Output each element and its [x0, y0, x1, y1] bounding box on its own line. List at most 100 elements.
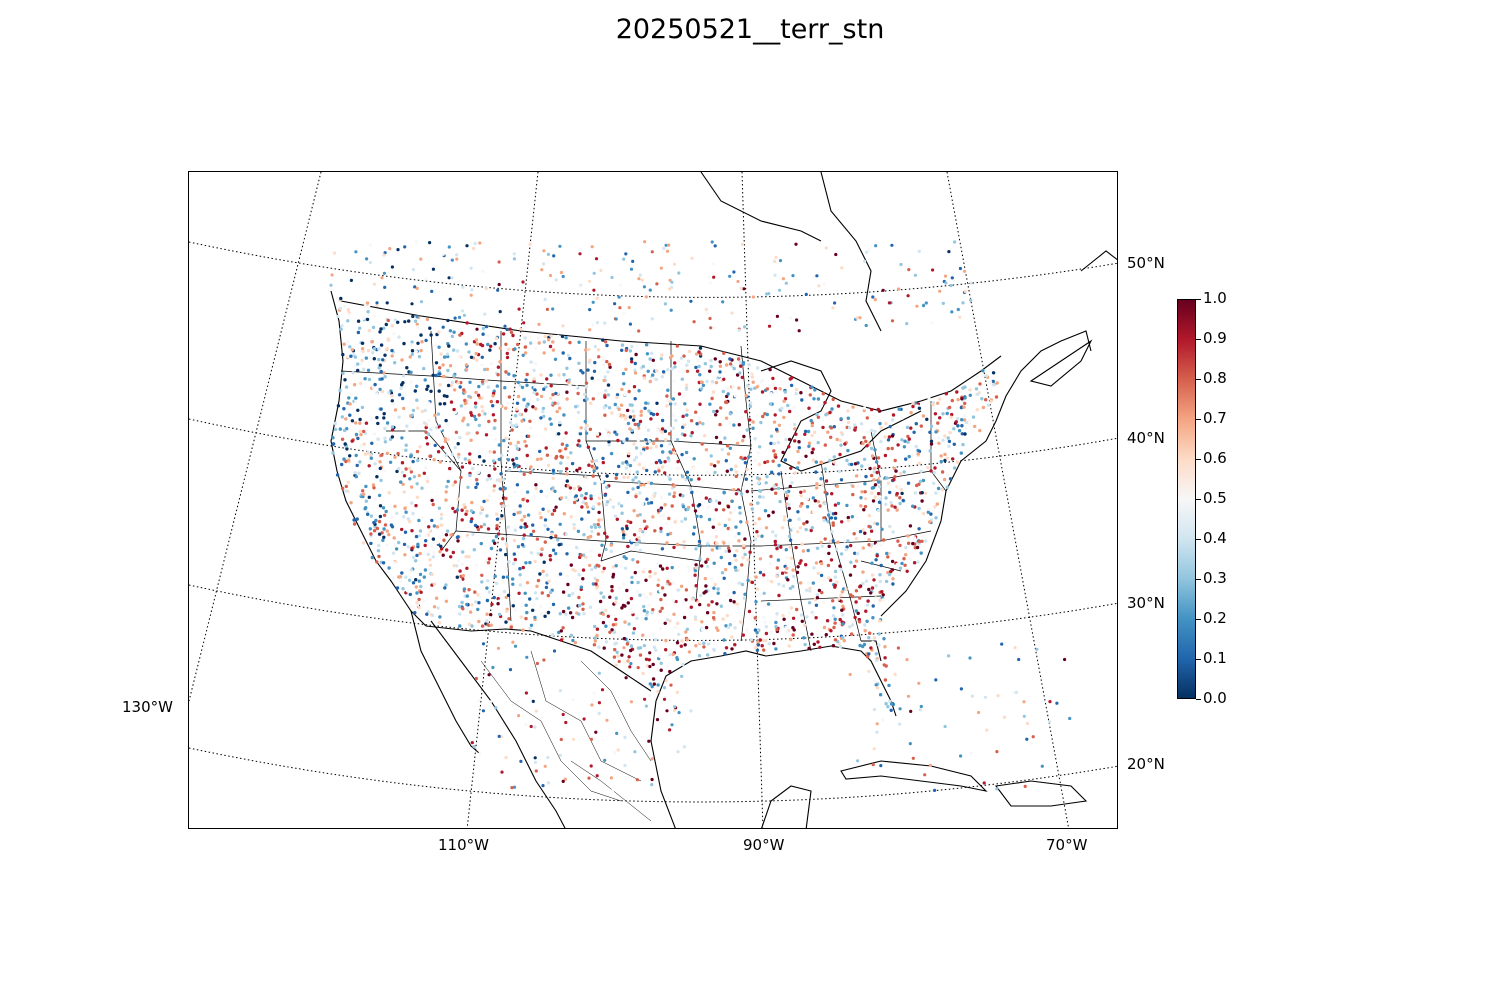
station-point: [492, 488, 496, 493]
station-point: [1031, 735, 1035, 739]
station-point: [655, 401, 659, 405]
station-point: [793, 471, 797, 475]
station-point: [772, 449, 776, 453]
station-point: [415, 325, 420, 329]
station-point: [379, 407, 383, 411]
station-point: [845, 458, 849, 463]
station-point: [524, 616, 528, 621]
station-point: [490, 602, 494, 606]
station-point: [874, 558, 878, 562]
station-point: [561, 324, 565, 328]
station-point: [734, 568, 738, 572]
station-point: [643, 406, 647, 410]
station-point: [726, 386, 730, 390]
station-point: [411, 555, 416, 560]
station-point: [625, 408, 630, 413]
station-point: [378, 466, 382, 471]
station-point: [732, 590, 736, 595]
station-point: [401, 448, 405, 452]
station-point: [350, 392, 354, 396]
station-point: [372, 520, 376, 525]
station-point: [651, 633, 655, 637]
station-point: [576, 391, 580, 396]
station-point: [397, 393, 402, 397]
station-point: [624, 460, 629, 464]
station-point: [906, 694, 911, 698]
station-point: [552, 649, 557, 653]
station-point: [694, 365, 698, 370]
station-point: [658, 680, 662, 684]
station-point: [528, 426, 533, 430]
station-point: [811, 447, 815, 451]
station-point: [694, 410, 698, 414]
station-point: [706, 642, 711, 646]
station-point: [740, 242, 745, 246]
station-point: [433, 343, 438, 347]
station-point: [557, 551, 561, 555]
station-point: [808, 393, 812, 397]
station-point: [673, 602, 677, 607]
station-point: [458, 333, 462, 337]
station-point: [663, 593, 667, 597]
station-point: [743, 325, 747, 329]
station-point: [665, 566, 669, 570]
station-point: [542, 575, 546, 579]
station-point: [647, 658, 651, 662]
station-point: [556, 334, 560, 339]
station-point: [907, 437, 911, 441]
station-point: [486, 342, 490, 347]
station-point: [615, 517, 619, 521]
station-point: [426, 432, 431, 436]
station-point: [546, 593, 550, 598]
station-point: [516, 511, 520, 515]
station-point: [791, 574, 796, 579]
station-point: [493, 342, 497, 346]
station-point: [876, 480, 881, 484]
station-point: [456, 455, 461, 459]
station-point: [597, 553, 602, 557]
station-point: [884, 664, 888, 668]
station-point: [378, 460, 382, 464]
station-point: [535, 392, 539, 396]
station-point: [518, 567, 522, 571]
station-point: [756, 501, 760, 505]
station-point: [770, 487, 774, 491]
station-point: [551, 486, 555, 490]
station-point: [863, 531, 867, 535]
station-point: [722, 508, 726, 512]
station-point: [692, 320, 696, 324]
station-point: [869, 646, 873, 650]
station-point: [624, 348, 628, 353]
station-point: [538, 449, 542, 454]
station-point: [673, 361, 677, 365]
station-point: [524, 561, 528, 565]
station-point: [825, 619, 830, 623]
station-point: [447, 344, 451, 348]
station-point: [631, 259, 635, 263]
station-point: [609, 549, 613, 554]
station-point: [887, 301, 892, 305]
station-point: [753, 628, 758, 632]
station-point: [642, 285, 647, 289]
station-point: [646, 480, 651, 485]
station-point: [628, 409, 633, 414]
station-point: [658, 589, 662, 593]
station-point: [740, 375, 744, 380]
station-point: [879, 764, 883, 768]
station-point: [774, 647, 778, 651]
station-point: [726, 505, 731, 509]
station-point: [660, 375, 664, 379]
canada-interior: [700, 172, 822, 242]
station-point: [627, 622, 631, 626]
station-point: [401, 587, 405, 591]
station-point: [797, 446, 801, 450]
station-point: [584, 381, 589, 385]
station-point: [652, 682, 656, 686]
station-point: [917, 506, 921, 511]
station-point: [878, 421, 882, 426]
station-point: [705, 379, 709, 384]
station-point: [348, 413, 352, 417]
station-point: [671, 448, 676, 452]
station-point: [594, 257, 599, 261]
nova-scotia: [1029, 339, 1093, 387]
